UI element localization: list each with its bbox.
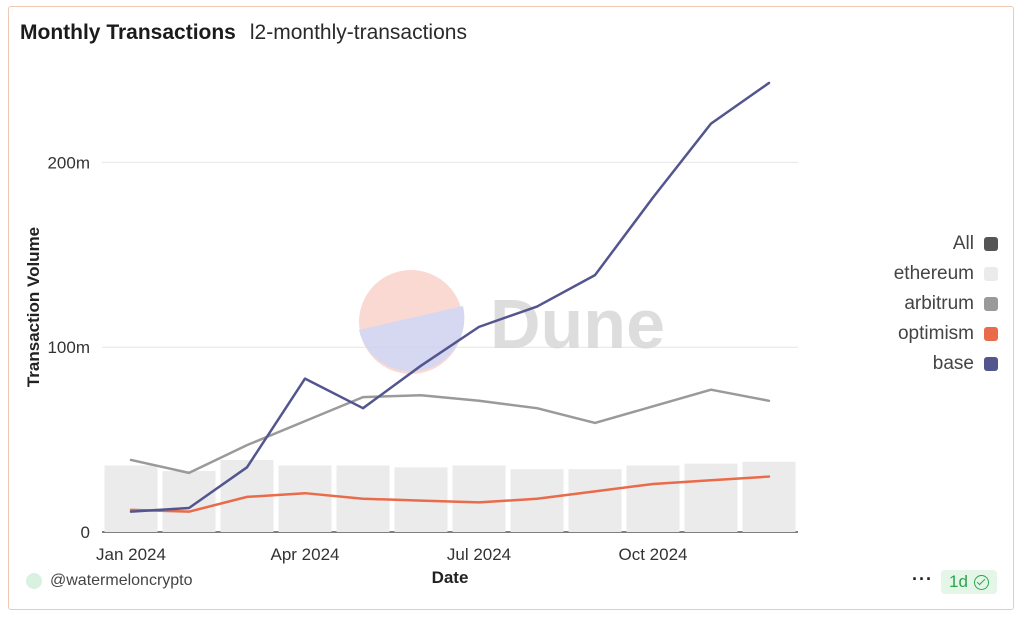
query-name: l2-monthly-transactions	[249, 21, 467, 44]
legend-item-base[interactable]: base	[894, 349, 998, 379]
series-line-optimism	[129, 475, 771, 513]
legend-item-all[interactable]: All	[894, 229, 998, 259]
dune-wordmark: Dune	[490, 285, 665, 363]
x-tick-label: Apr 2024	[271, 545, 340, 564]
legend-swatch	[984, 267, 998, 281]
freshness-badge[interactable]: 1d	[941, 570, 997, 594]
check-circle-icon	[973, 574, 989, 590]
legend-label: arbitrum	[904, 293, 974, 314]
y-tick-label: 100m	[47, 338, 90, 357]
bar-ethereum	[742, 461, 796, 532]
legend-swatch	[984, 297, 998, 311]
chart-title: Monthly Transactions	[20, 21, 236, 44]
legend-item-optimism[interactable]: optimism	[894, 319, 998, 349]
dune-watermark: Dune	[359, 270, 665, 374]
y-tick-label: 0	[81, 523, 90, 542]
bar-ethereum	[684, 463, 738, 532]
chart-header: Monthly Transactions l2-monthly-transacti…	[20, 21, 467, 45]
series-line-base	[129, 81, 771, 513]
legend-swatch	[984, 237, 998, 251]
y-tick-label: 200m	[47, 153, 90, 172]
x-axis-title: Date	[432, 568, 469, 587]
y-axis-title: Transaction Volume	[24, 227, 43, 387]
legend-label: ethereum	[893, 263, 974, 284]
avatar	[26, 573, 42, 589]
legend-item-ethereum[interactable]: ethereum	[894, 259, 998, 289]
legend-label: base	[932, 353, 974, 374]
author-name: @watermeloncrypto	[50, 572, 193, 589]
legend-label: All	[952, 233, 974, 254]
legend-swatch	[984, 327, 998, 341]
bar-ethereum	[278, 465, 332, 532]
x-tick-label: Jul 2024	[447, 545, 511, 564]
bar-ethereum	[452, 465, 506, 532]
bar-ethereum	[626, 465, 680, 532]
freshness-label: 1d	[949, 572, 968, 591]
legend-label: optimism	[897, 323, 974, 344]
author-link[interactable]: @watermeloncrypto	[26, 572, 193, 590]
series-line-arbitrum	[129, 388, 771, 475]
legend-swatch	[984, 357, 998, 371]
bar-ethereum	[104, 465, 158, 532]
bar-ethereum	[568, 469, 622, 532]
more-options-button[interactable]: ···	[912, 569, 933, 589]
x-tick-label: Jan 2024	[96, 545, 166, 564]
bar-ethereum	[162, 471, 216, 532]
legend: All ethereum arbitrum optimism base	[894, 229, 998, 379]
legend-item-arbitrum[interactable]: arbitrum	[894, 289, 998, 319]
x-tick-label: Oct 2024	[619, 545, 688, 564]
